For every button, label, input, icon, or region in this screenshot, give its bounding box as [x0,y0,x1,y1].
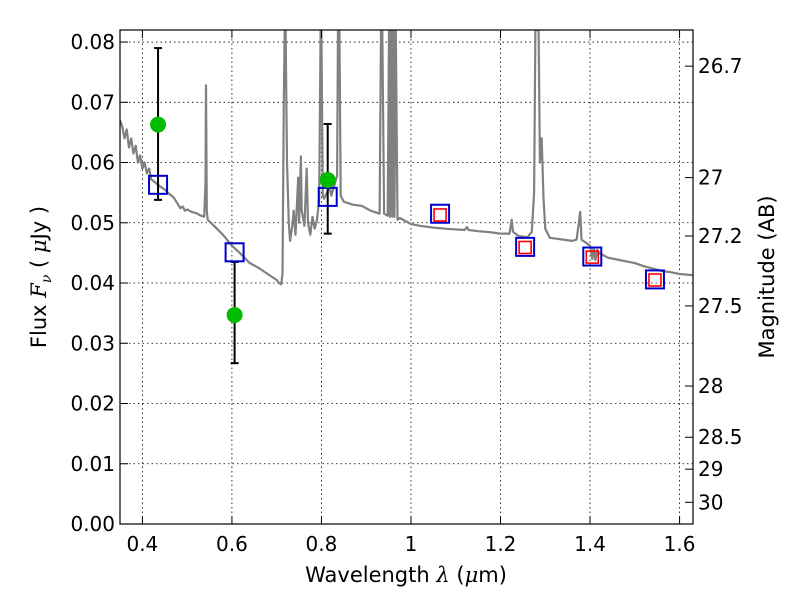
y2-tick-label: 28.5 [698,425,743,449]
y-tick-label: 0.02 [70,392,115,416]
x-tick-label: 0.8 [306,532,338,556]
red-square-marker [518,240,532,255]
x-tick-label: 0.6 [216,532,248,556]
y2-tick-label: 30 [698,490,723,514]
x-tick-label: 0.4 [126,532,158,556]
y-tick-label: 0.07 [70,90,115,114]
green-point [319,172,336,189]
blue-square-marker [430,203,451,224]
y2-tick-label: 26.7 [698,54,743,78]
plot-frame [119,29,694,525]
y-tick-label: 0.03 [70,331,115,355]
y-tick-label: 0.08 [70,30,115,54]
markers [148,47,665,365]
red-square-marker [433,208,447,222]
x-tick-label: 1 [405,532,418,556]
green-point [150,116,167,133]
y-tick-label: 0.06 [70,151,115,175]
x-axis-label: Wavelength λ (μm) [305,563,507,587]
y-tick-label: 0.01 [70,452,115,476]
y2-tick-label: 27.2 [698,224,743,248]
blue-square-marker [224,242,245,263]
y2-tick-label: 29 [698,457,723,481]
y-axis-label: Flux Fν ( μJy ) [27,206,55,348]
y2-tick-label: 28 [698,374,723,398]
axis-ticks: 0.4 0.6 0.8 1 1.2 1.4 1.6 0.00 0.01 0.02 0.03 0.04 0… [70,30,743,556]
x-tick-label: 1.2 [485,532,517,556]
blue-square-marker [148,174,169,195]
y2-axis-label: Magnitude (AB) [755,195,779,358]
y-tick-label: 0.05 [70,211,115,235]
green-point [226,306,243,323]
blue-square-marker [582,246,603,267]
x-tick-label: 1.6 [664,532,696,556]
x-tick-label: 1.4 [574,532,606,556]
red-square-marker [648,273,662,287]
y-tick-label: 0.00 [70,512,115,536]
red-square-marker [585,250,600,264]
y-tick-label: 0.04 [70,271,115,295]
blue-square-marker [644,269,665,290]
spectrum-line [120,30,693,286]
blue-square-marker [515,236,536,257]
model-spectrum [120,30,693,286]
y2-tick-label: 27.5 [698,294,743,318]
y2-tick-label: 27 [698,166,723,190]
